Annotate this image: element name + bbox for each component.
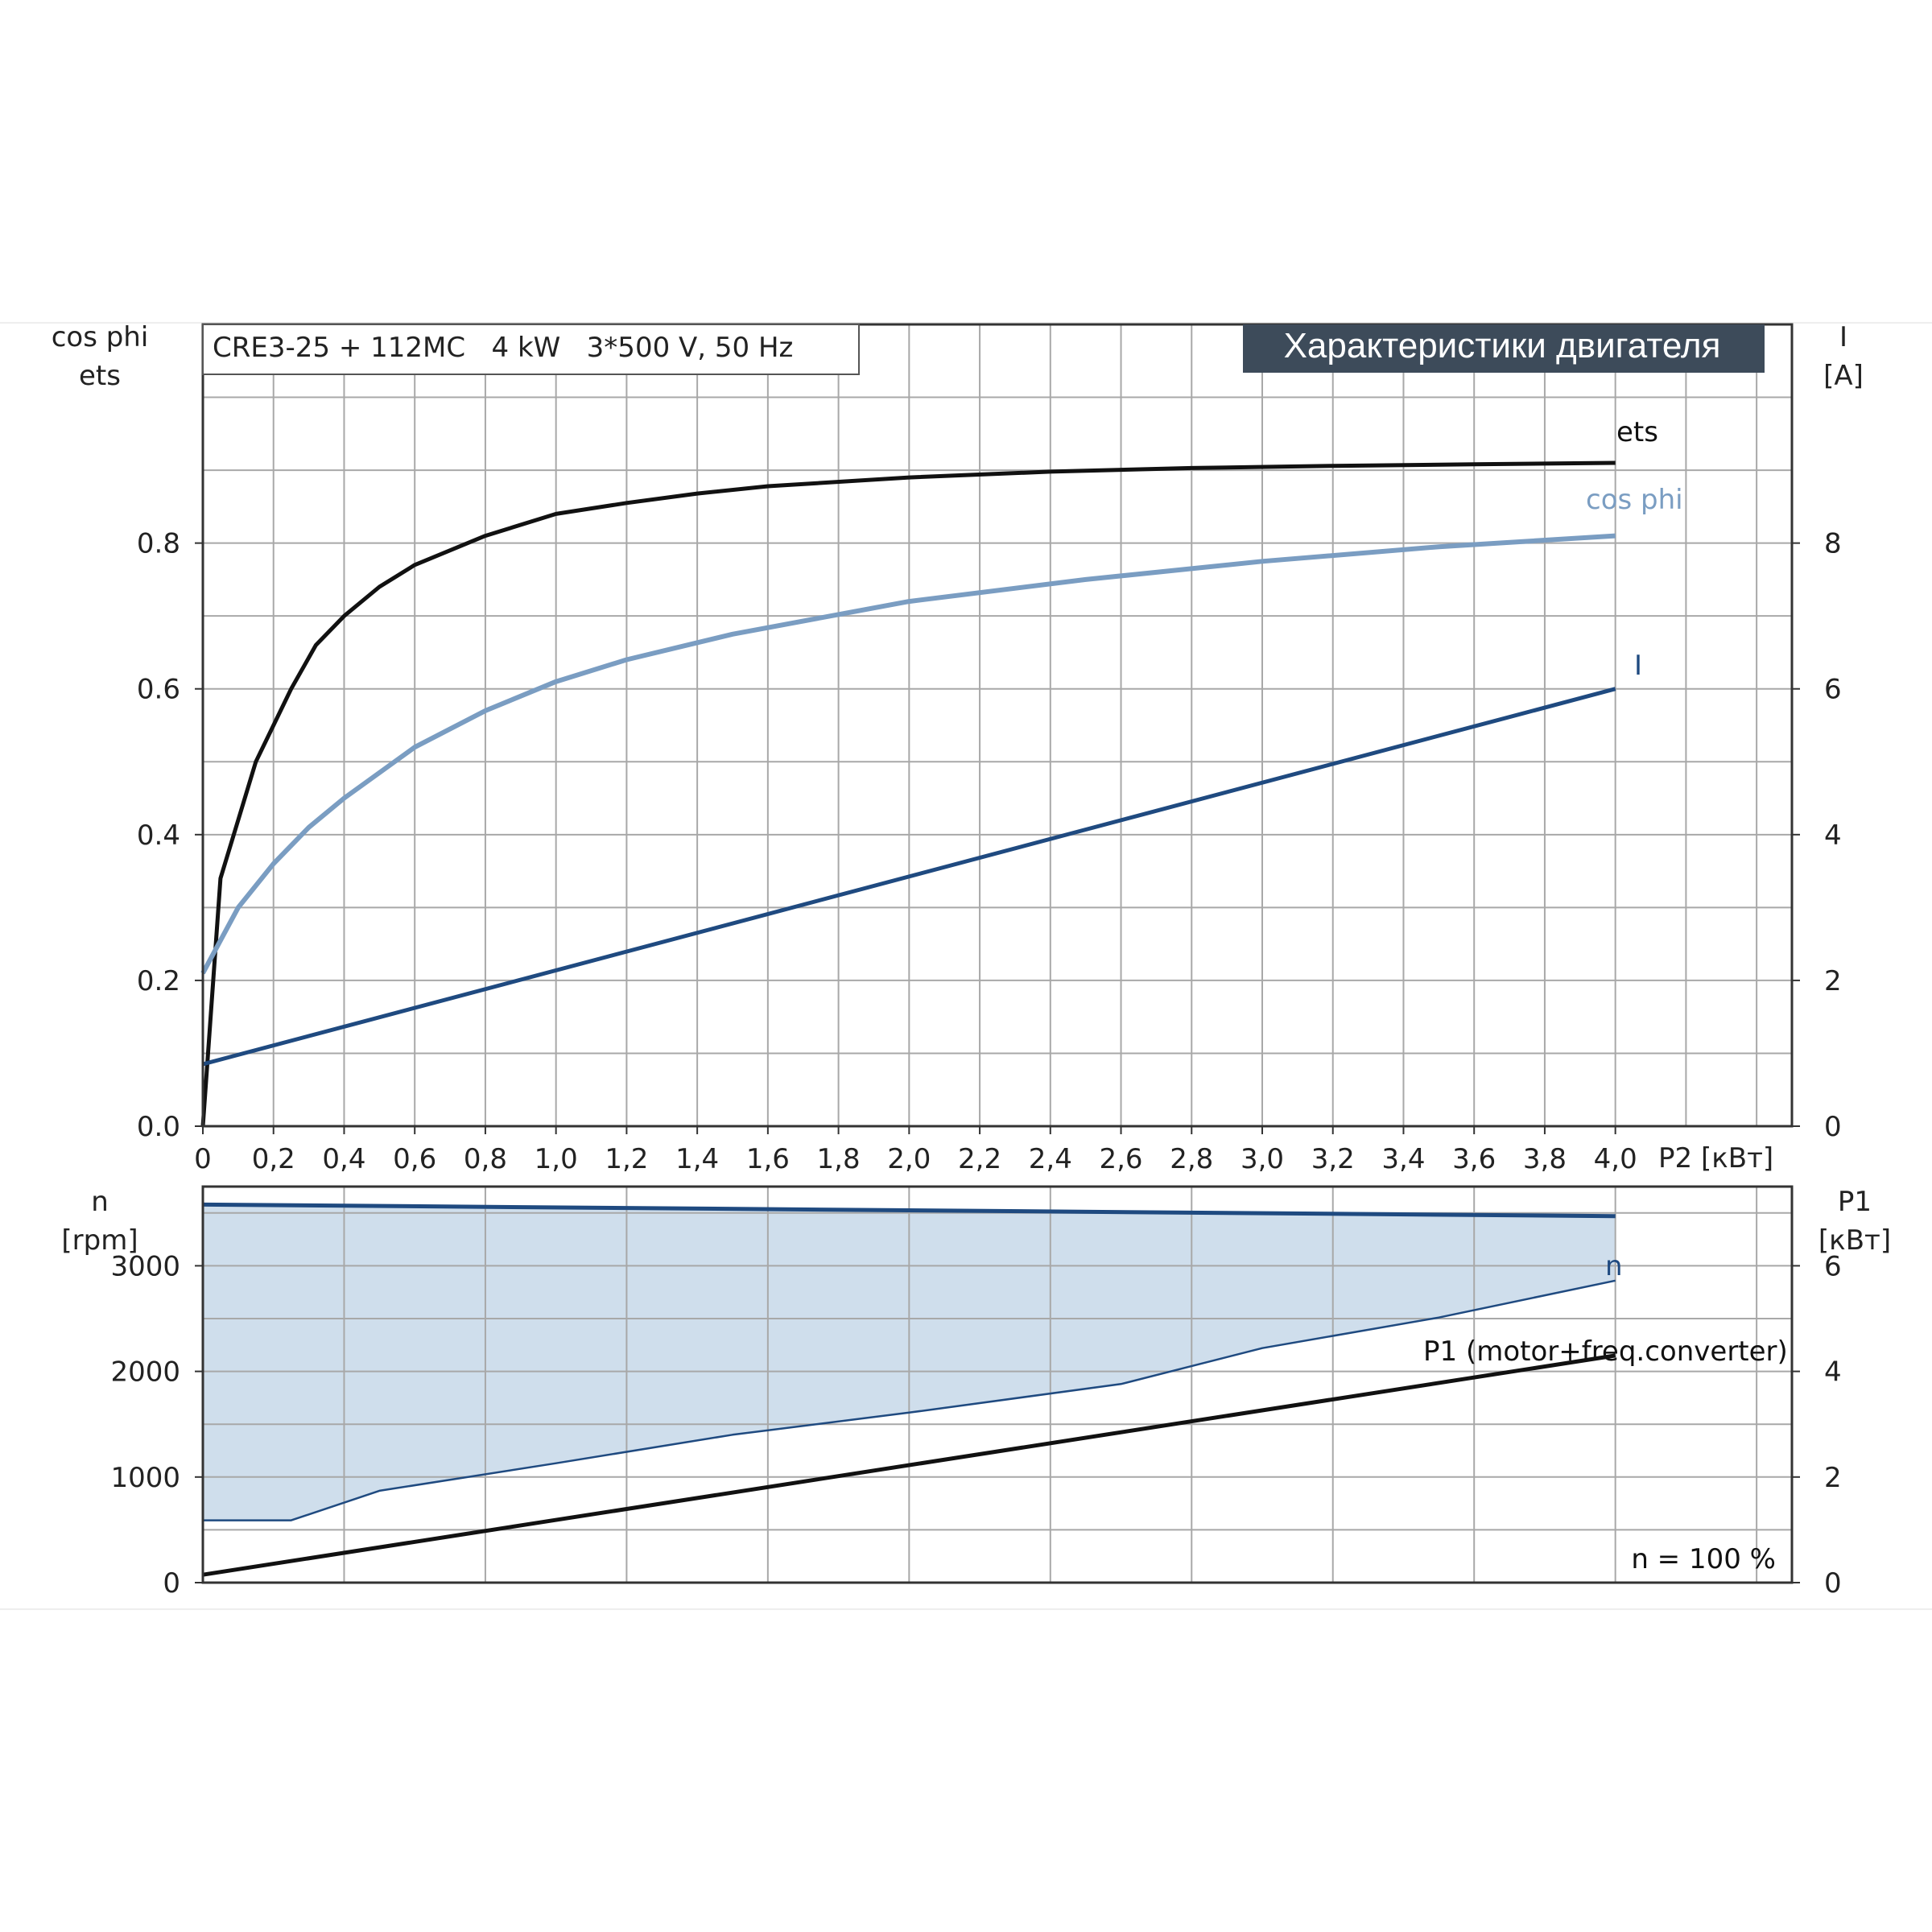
- left-tick-label: 0.8: [137, 528, 180, 560]
- x-tick-label: 0,4: [322, 1143, 365, 1175]
- x-tick-label: 1,2: [605, 1143, 648, 1175]
- x-tick-label: 2,6: [1099, 1143, 1142, 1175]
- series-label-cos-phi: cos phi: [1586, 484, 1683, 516]
- lower-right-axis-title-bottom: [кВт]: [1818, 1224, 1891, 1257]
- upper-plot-frame: [201, 323, 1794, 1128]
- series-label-p1: P1 (motor+freq.converter): [1423, 1335, 1788, 1368]
- right-tick-label: 2: [1824, 965, 1842, 997]
- lower-left-axis-title-bottom: [rpm]: [61, 1224, 138, 1257]
- x-tick-label: 4,0: [1594, 1143, 1637, 1175]
- upper-right-axis-title-bottom: [A]: [1823, 360, 1864, 392]
- upper-left-axis-title-top: cos phi: [52, 321, 149, 353]
- upper-right-axis-title-top: I: [1839, 321, 1847, 353]
- current-line: [202, 687, 1616, 1067]
- lower-left-tick-label: 3000: [110, 1250, 180, 1282]
- x-tick-label: 3,8: [1523, 1143, 1567, 1175]
- x-tick-label: 1,0: [535, 1143, 578, 1175]
- ets-curve: [200, 460, 1616, 1127]
- lower-right-tick-label: 4: [1824, 1356, 1842, 1389]
- bottom-border: [0, 1608, 1932, 1610]
- lower-right-tick-label: 0: [1824, 1567, 1842, 1600]
- lower-left-axis-title-top: n: [91, 1186, 109, 1218]
- x-tick-label: 2,2: [958, 1143, 1001, 1175]
- upper-panel: 0 0,2 0,4 0,6 0,8 1,0 1,2 1,4 1,6 1,8 2,0 2,2 2,4 2,6…: [137, 323, 1842, 1175]
- x-tick-label: 1,4: [675, 1143, 719, 1175]
- left-tick-label: 0.0: [137, 1111, 180, 1143]
- upper-left-axis-title-bottom: ets: [79, 360, 121, 392]
- x-tick-label: 3,0: [1241, 1143, 1284, 1175]
- right-tick-label: 4: [1824, 819, 1842, 852]
- series-label-speed: n: [1605, 1250, 1623, 1282]
- series-label-current: I: [1634, 650, 1642, 682]
- right-tick-label: 0: [1824, 1111, 1842, 1143]
- x-tick-label: 0,8: [464, 1143, 507, 1175]
- model-info-text: CRE3-25 + 112MC 4 kW 3*500 V, 50 Hz: [213, 332, 793, 364]
- x-tick-label: 3,6: [1452, 1143, 1496, 1175]
- right-tick-label: 6: [1824, 674, 1842, 706]
- lower-left-tick-label: 2000: [110, 1356, 180, 1389]
- lower-panel: 0 1000 2000 3000 0 2 4 6: [110, 1185, 1842, 1600]
- chart-title: Характеристики двигателя: [1284, 326, 1721, 365]
- x-tick-label: 2,4: [1029, 1143, 1072, 1175]
- p1-line: [202, 1353, 1616, 1577]
- lower-right-axis-title-top: P1: [1838, 1186, 1872, 1218]
- speed-annotation: n = 100 %: [1631, 1543, 1776, 1575]
- model-info-box: [202, 324, 860, 375]
- lower-right-tick-label: 6: [1824, 1250, 1842, 1282]
- speed-min-line: [203, 1279, 1616, 1521]
- cos-phi-curve: [200, 533, 1616, 975]
- series-label-ets: ets: [1616, 416, 1658, 448]
- x-tick-label: 3,4: [1381, 1143, 1425, 1175]
- lower-left-tick-label: 1000: [110, 1462, 180, 1494]
- x-tick-label: 0,2: [252, 1143, 295, 1175]
- left-tick-label: 0.2: [137, 965, 180, 997]
- x-tick-label: 0,6: [393, 1143, 436, 1175]
- left-tick-label: 0.4: [137, 819, 180, 852]
- upper-grid: [202, 324, 1792, 1127]
- x-axis-title: P2 [кВт]: [1658, 1142, 1773, 1174]
- lower-left-tick-label: 0: [163, 1567, 180, 1600]
- top-border: [0, 322, 1932, 324]
- x-tick-label: 3,2: [1311, 1143, 1355, 1175]
- lower-right-tick-label: 2: [1824, 1462, 1842, 1494]
- right-tick-label: 8: [1824, 528, 1842, 560]
- title-box: [1243, 324, 1765, 373]
- x-tick-label: 2,0: [887, 1143, 931, 1175]
- x-tick-label: 2,8: [1170, 1143, 1213, 1175]
- left-tick-label: 0.6: [137, 674, 180, 706]
- speed-max-line: [202, 1202, 1616, 1219]
- lower-plot-frame: [201, 1185, 1794, 1584]
- x-tick-label: 0: [194, 1143, 212, 1175]
- x-tick-label: 1,6: [746, 1143, 790, 1175]
- x-tick-label: 1,8: [817, 1143, 861, 1175]
